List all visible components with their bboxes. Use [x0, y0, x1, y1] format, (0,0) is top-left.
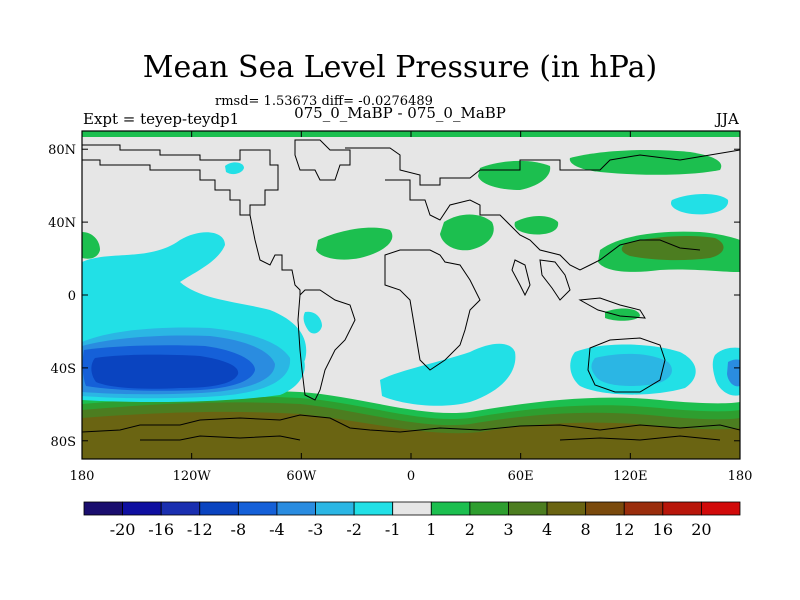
colorbar-swatch: [276, 501, 316, 516]
colorbar-label: 8: [581, 520, 591, 539]
y-tick-label: 80N: [48, 143, 76, 158]
period-label: 075_0_MaBP - 075_0_MaBP: [294, 104, 506, 122]
colorbar-label: -12: [187, 520, 213, 539]
colorbar-label: 1: [426, 520, 436, 539]
colorbar-swatch: [508, 501, 548, 516]
y-tick-label: 80S: [51, 435, 76, 450]
colorbar-label: 20: [691, 520, 711, 539]
south-band-brown: [82, 411, 740, 459]
colorbar-swatch: [237, 501, 278, 516]
colorbar-label: 4: [542, 520, 552, 539]
natl-pos: [316, 227, 393, 260]
colorbar-swatch: [546, 501, 587, 516]
colorbar-swatch: [353, 501, 394, 516]
y-tick-label: 40N: [48, 216, 76, 231]
arctic-neg1: [225, 162, 244, 175]
colorbar-swatch: [199, 501, 239, 516]
colorbar-swatch: [662, 501, 702, 516]
colorbar-label: -3: [308, 520, 324, 539]
x-tick-label: 120E: [613, 469, 647, 484]
colorbar-swatch: [430, 501, 471, 516]
colorbar-label: -4: [269, 520, 285, 539]
colorbar-label: -8: [231, 520, 247, 539]
sind-neg: [380, 343, 516, 406]
ind-pos: [605, 308, 640, 321]
swpac-neg2: [591, 353, 672, 386]
colorbar-swatch: [623, 501, 664, 516]
arctic-pos2: [569, 150, 722, 175]
colorbar-label: -20: [110, 520, 136, 539]
epac-neg2: [727, 359, 740, 387]
colorbar-swatch: [469, 501, 509, 516]
y-tick-label: 0: [68, 289, 76, 304]
sam-neg: [303, 311, 322, 334]
colorbar-swatch: [392, 501, 432, 516]
experiment-label: Expt = teyep-teydp1: [83, 110, 240, 128]
eur-pos2: [514, 216, 559, 235]
spac-neg5: [91, 354, 239, 389]
colorbar-swatch: [160, 501, 201, 516]
x-tick-label: 180: [70, 469, 95, 484]
x-tick-label: 180: [728, 469, 753, 484]
y-tick-label: 40S: [51, 362, 76, 377]
x-tick-label: 0: [407, 469, 415, 484]
stats-label: rmsd= 1.53673 diff= -0.0276489: [215, 94, 433, 109]
page-title: Mean Sea Level Pressure (in hPa): [142, 50, 658, 85]
colorbar: -20 -16 -12 -8 -4 -3 -2 -1 1 2 3 4 8 12 16 20: [83, 501, 741, 539]
arctic-neg2: [670, 194, 729, 215]
colorbar-label: -1: [385, 520, 401, 539]
colorbar-label: -16: [148, 520, 174, 539]
x-axis: 180 120W 60W 0 60E 120E 180: [70, 131, 753, 484]
colorbar-label: 12: [614, 520, 634, 539]
npac-pos2: [621, 236, 724, 261]
colorbar-label: 2: [465, 520, 475, 539]
colorbar-swatch: [315, 501, 355, 516]
west-pos: [82, 232, 100, 259]
y-axis: 80N 40N 0 40S 80S: [48, 143, 740, 450]
colorbar-label: -2: [346, 520, 362, 539]
coastlines: [82, 139, 740, 441]
season-label: JJA: [716, 110, 739, 128]
x-tick-label: 120W: [173, 469, 212, 484]
colorbar-swatch: [122, 501, 162, 516]
eur-pos1: [440, 214, 494, 251]
x-tick-label: 60E: [508, 469, 534, 484]
colorbar-swatch: [585, 501, 625, 516]
arctic-pos1: [478, 160, 551, 190]
colorbar-swatch: [701, 501, 741, 516]
contour-field: [82, 131, 740, 459]
colorbar-label: 3: [503, 520, 513, 539]
x-tick-label: 60W: [286, 469, 317, 484]
colorbar-swatch: [83, 501, 123, 516]
colorbar-label: 16: [653, 520, 673, 539]
